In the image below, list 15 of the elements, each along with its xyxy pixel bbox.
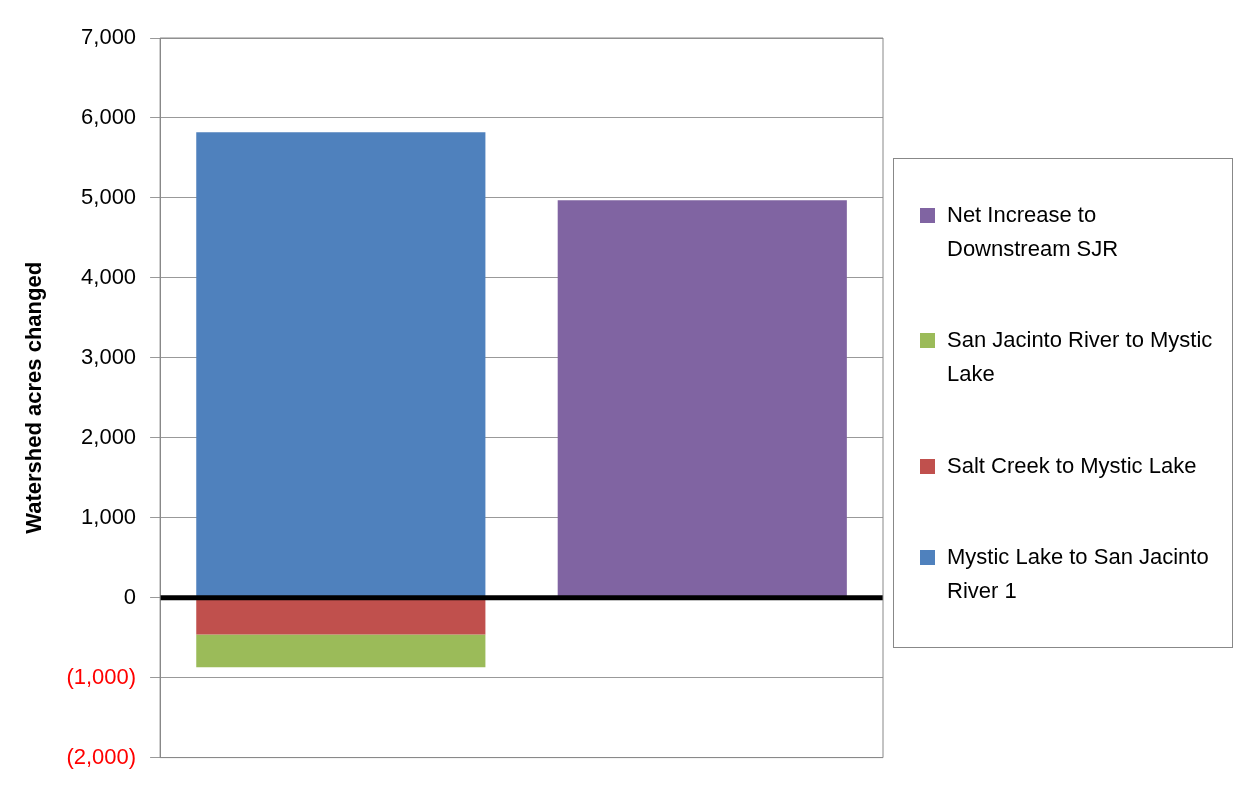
y-tick-label: (1,000): [66, 663, 137, 689]
legend-label: San Jacinto River to Mystic Lake: [947, 326, 1214, 389]
y-tick-label: (2,000): [66, 743, 137, 769]
y-tick-label: 4,000: [81, 263, 137, 289]
y-tick-label: 0: [123, 583, 137, 609]
y-tick-label: 6,000: [81, 104, 137, 130]
y-tick-label: 2,000: [81, 423, 137, 449]
y-tick-label: 1,000: [81, 503, 137, 529]
y-tick-label: 7,000: [81, 24, 137, 50]
y-axis-title: Watershed acres changed: [21, 261, 47, 534]
y-tick-label: 3,000: [81, 343, 137, 369]
legend-label: Mystic Lake to San Jacinto River 1: [947, 543, 1210, 606]
legend-label: Salt Creek to Mystic Lake: [947, 451, 1197, 480]
y-tick-label: 5,000: [81, 183, 137, 209]
legend-label: Net Increase to Downstream SJR: [947, 200, 1120, 263]
